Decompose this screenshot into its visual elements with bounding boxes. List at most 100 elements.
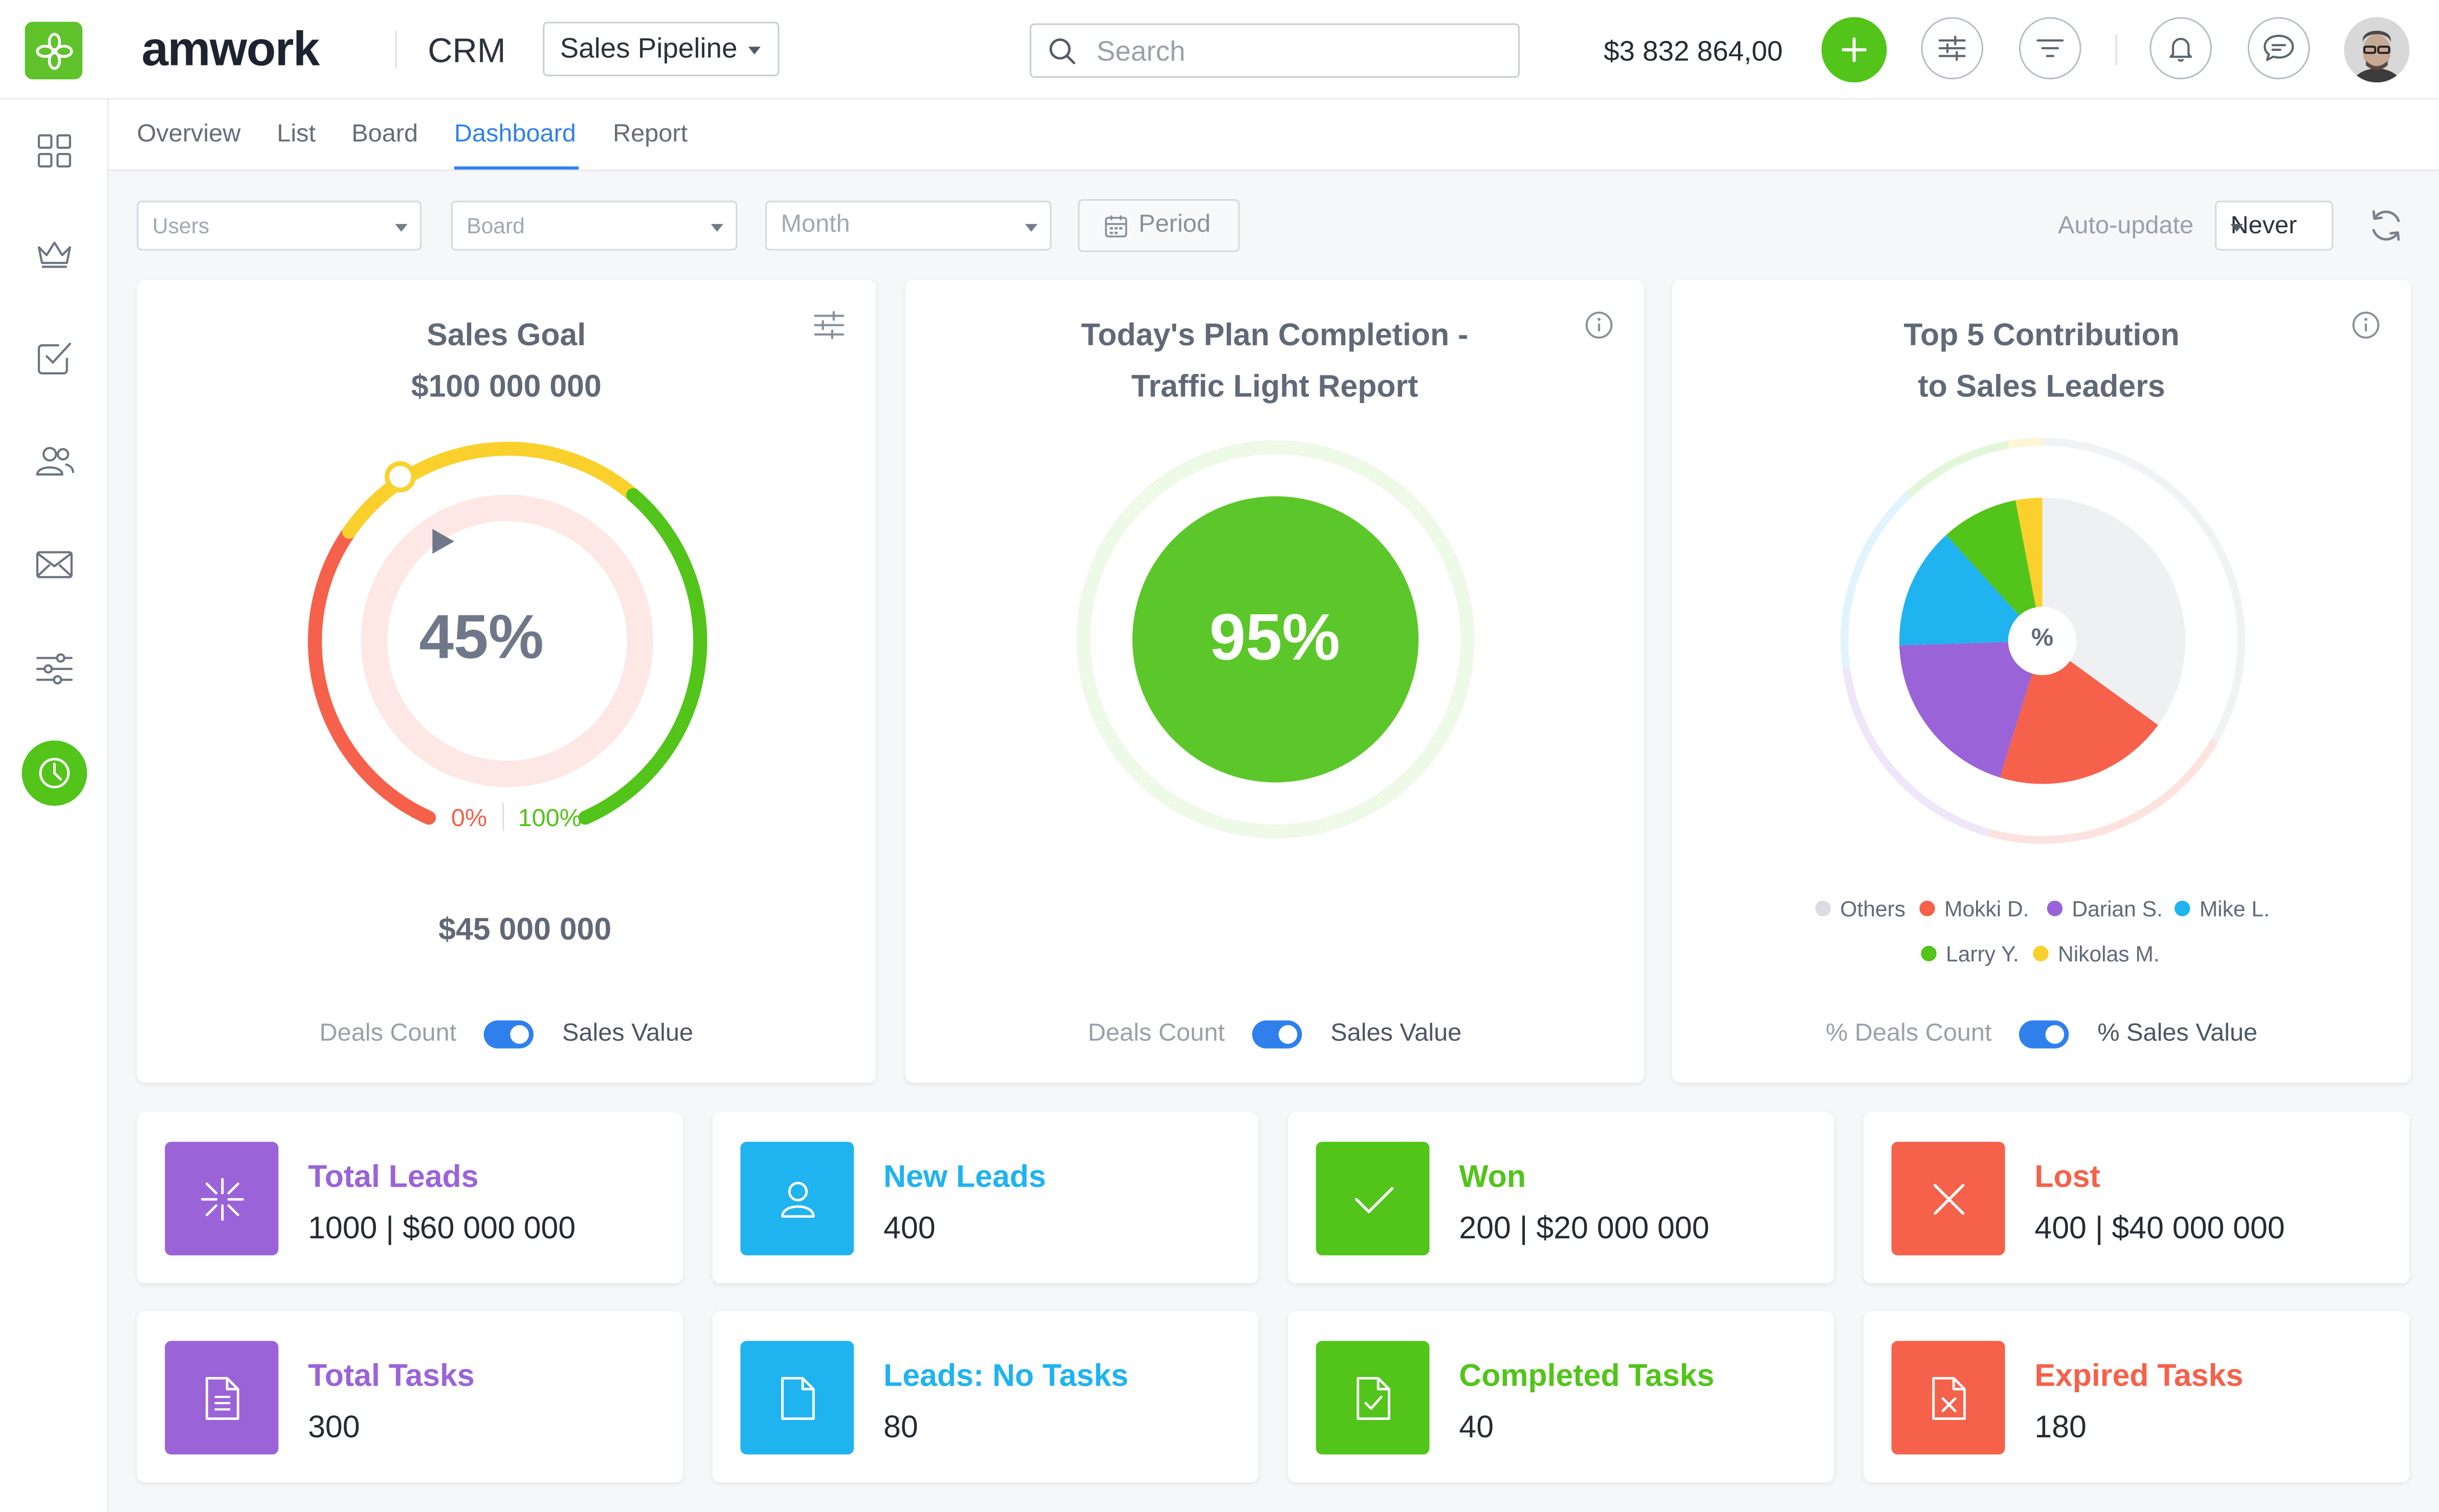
legend-dot — [1815, 900, 1831, 917]
deals-value-switch[interactable] — [484, 1020, 535, 1049]
pipeline-select[interactable]: Sales Pipeline — [543, 21, 780, 77]
checkmark-icon — [1316, 1142, 1430, 1256]
tab-dashboard[interactable]: Dashboard — [454, 121, 576, 148]
sidebar-item-dashboard[interactable] — [22, 118, 87, 184]
balance-amount: $3 832 864,00 — [1604, 35, 1783, 67]
sales-goal-card: Sales Goal $100 000 000 45% 0% — [137, 280, 876, 1083]
top-bar: amwork CRM Sales Pipeline $3 832 864,00 — [0, 0, 2439, 100]
pointer-triangle-icon — [432, 529, 454, 554]
tab-board[interactable]: Board — [351, 121, 418, 148]
legend-label: Nikolas M. — [2057, 941, 2160, 966]
divider — [502, 803, 504, 831]
board-select-label: Board — [467, 213, 525, 238]
search-icon — [1049, 38, 1076, 64]
toggle-label-sales-value: % Sales Value — [2097, 1020, 2258, 1047]
stat-card-new-leads[interactable]: New Leads 400 — [712, 1112, 1259, 1283]
legend-item-nikolas: Nikolas M. — [2033, 941, 2160, 966]
sales-goal-percent: 45% — [419, 603, 544, 672]
avatar[interactable] — [2344, 17, 2410, 83]
add-button[interactable] — [1821, 17, 1887, 83]
month-select-label: Month — [781, 211, 850, 238]
sidebar-item-contacts[interactable] — [22, 428, 87, 493]
calendar-icon — [1105, 214, 1127, 237]
month-select[interactable]: Month — [765, 201, 1052, 251]
logo-icon[interactable] — [25, 21, 83, 80]
person-icon — [740, 1142, 854, 1256]
clock-icon — [39, 758, 70, 789]
stat-card-expired-tasks[interactable]: Expired Tasks 180 — [1863, 1311, 2410, 1483]
view-tabs: Overview List Board Dashboard Report — [108, 99, 2439, 171]
toggle-label-deals-count: % Deals Count — [1825, 1020, 1992, 1047]
sidebar-item-deals[interactable] — [22, 221, 87, 286]
sliders-icon — [814, 310, 845, 340]
sales-goal-current: $45 000 000 — [438, 913, 612, 948]
auto-update-select[interactable]: Never — [2215, 201, 2334, 251]
top5-card: Top 5 Contribution to Sales Leaders — [1672, 280, 2411, 1083]
document-check-icon — [1316, 1341, 1430, 1455]
stat-card-total-leads[interactable]: Total Leads 1000 | $60 000 000 — [137, 1112, 683, 1283]
period-button[interactable]: Period — [1078, 199, 1240, 252]
legend-dot — [2175, 900, 2190, 917]
legend-dot — [1919, 900, 1935, 917]
stat-value: 80 — [883, 1411, 918, 1446]
stat-card-completed-tasks[interactable]: Completed Tasks 40 — [1288, 1311, 1834, 1483]
legend-item-darian: Darian S. — [2047, 896, 2163, 921]
plan-completion-percent: 95% — [1209, 600, 1340, 674]
search-box[interactable] — [1030, 23, 1520, 78]
legend-item-larry: Larry Y. — [1921, 941, 2019, 966]
sidebar-item-analytics[interactable] — [21, 740, 87, 806]
info-icon — [1585, 312, 1613, 339]
top5-pie-chart — [1841, 438, 2246, 844]
filter-button[interactable] — [2019, 17, 2081, 80]
tab-list[interactable]: List — [277, 121, 316, 148]
top5-title-line1: Top 5 Contribution — [1903, 319, 2180, 353]
search-input[interactable] — [1093, 32, 1504, 72]
gauge-max-label: 100% — [518, 806, 582, 833]
refresh-button[interactable] — [2367, 207, 2405, 252]
legend-label: Others — [1840, 896, 1906, 921]
stat-value: 1000 | $60 000 000 — [308, 1212, 576, 1247]
stat-card-total-tasks[interactable]: Total Tasks 300 — [137, 1311, 683, 1483]
dashboard-grid-icon — [37, 134, 71, 168]
info-button[interactable] — [2352, 311, 2380, 347]
settings-button[interactable] — [1921, 17, 1984, 80]
divider — [2115, 34, 2117, 65]
chevron-down-icon — [711, 224, 723, 232]
users-select-label: Users — [152, 213, 210, 238]
stat-title: Completed Tasks — [1459, 1360, 1715, 1394]
stat-card-leads-no-tasks[interactable]: Leads: No Tasks 80 — [712, 1311, 1259, 1483]
users-icon — [36, 447, 75, 476]
info-icon — [2352, 312, 2380, 339]
sidebar-item-settings[interactable] — [22, 636, 87, 702]
messages-button[interactable] — [2247, 17, 2310, 80]
deals-value-switch[interactable] — [2020, 1020, 2070, 1049]
stat-card-lost[interactable]: Lost 400 | $40 000 000 — [1863, 1112, 2410, 1283]
stat-title: Won — [1459, 1160, 1526, 1195]
legend-dot — [1921, 946, 1937, 962]
plus-icon — [1842, 37, 1867, 62]
legend-label: Larry Y. — [1946, 941, 2019, 966]
notifications-button[interactable] — [2149, 17, 2212, 80]
info-button[interactable] — [1585, 311, 1613, 347]
plan-completion-title-line1: Today's Plan Completion - — [1081, 319, 1469, 353]
crown-icon — [37, 241, 71, 268]
sliders-icon — [1938, 35, 1966, 61]
chat-icon — [2264, 34, 2294, 61]
pipeline-select-label: Sales Pipeline — [560, 32, 738, 64]
period-button-label: Period — [1138, 211, 1211, 238]
auto-update-label: Auto-update — [2057, 213, 2194, 240]
users-select[interactable]: Users — [137, 201, 422, 251]
board-select[interactable]: Board — [451, 201, 738, 251]
deals-value-switch[interactable] — [1253, 1020, 1303, 1049]
widget-settings-button[interactable] — [813, 310, 845, 347]
chevron-down-icon — [2230, 224, 2243, 232]
document-blank-icon — [740, 1341, 854, 1455]
gauge-min-label: 0% — [451, 806, 487, 833]
legend-item-others: Others — [1815, 896, 1905, 921]
sidebar-item-mail[interactable] — [22, 532, 87, 597]
stat-card-won[interactable]: Won 200 | $20 000 000 — [1288, 1112, 1834, 1283]
tab-report[interactable]: Report — [613, 121, 688, 148]
bell-icon — [2169, 37, 2192, 62]
sidebar-item-tasks[interactable] — [22, 325, 87, 391]
tab-overview[interactable]: Overview — [137, 121, 241, 148]
